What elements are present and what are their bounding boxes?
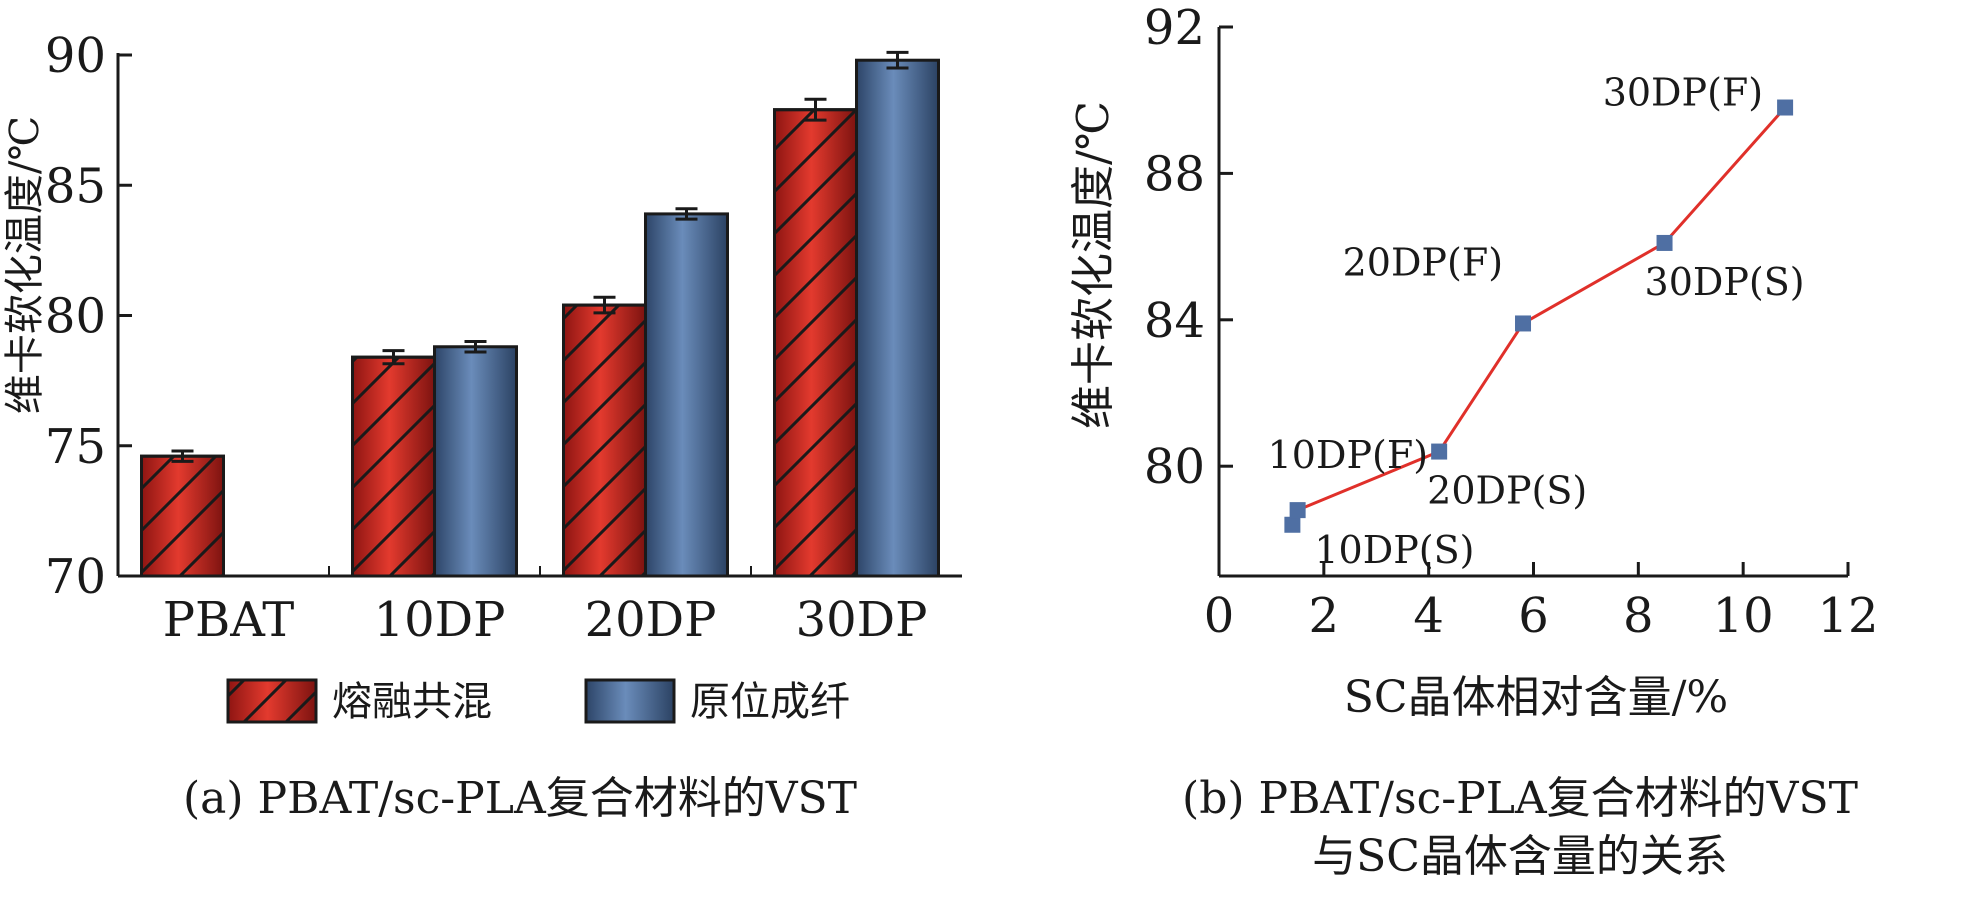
bar-hatch [773,108,858,578]
y-tick-label: 85 [45,158,106,214]
legend-label-melt-blend: 熔融共混 [332,679,492,725]
y-tick-label: 70 [45,549,106,605]
data-point-label: 10DP(S) [1314,528,1474,572]
y-tick-label: 80 [45,289,106,345]
y-tick-label: 80 [1144,439,1205,495]
x-tick-label: 20DP [585,592,717,648]
x-tick-label: 6 [1518,588,1549,644]
caption-a-text: (a) PBAT/sc-PLA复合材料的VST [183,773,857,824]
bar-hatch [562,303,647,578]
bar [433,345,518,578]
bar [644,212,729,578]
caption-b: (b) PBAT/sc-PLA复合材料的VST 与SC晶体含量的关系 [1080,770,1960,886]
data-point-marker [1656,234,1673,251]
x-tick-label: 4 [1413,588,1444,644]
data-point-label: 10DP(F) [1268,433,1428,477]
bar [855,58,940,578]
data-point-label: 20DP(S) [1427,469,1587,513]
data-point-label: 30DP(S) [1645,260,1805,304]
x-tick-label: 0 [1204,588,1235,644]
line-chart-plot: 10DP(S) 10DP(F)20DP(S) 20DP(F) 30DP(S) 30DP(… [1268,71,1805,572]
y-tick-label: 88 [1144,146,1205,202]
y-tick-label: 90 [45,28,106,84]
bar-chart-panel: 70 75 80 85 90 PBAT 10DP 20DP 30DP 维卡软化温度/℃ 熔融共混… [2,28,962,725]
x-tick-label: 8 [1623,588,1654,644]
x-tick-label: 10 [1713,588,1774,644]
legend-swatch-melt-blend-hatch [226,678,318,724]
x-tick-label: 2 [1309,588,1340,644]
bar-chart-legend: 熔融共混 原位成纤 [226,678,850,725]
data-point-label: 20DP(F) [1343,240,1503,284]
x-tick-label: 30DP [796,592,928,648]
bar-chart-axes: 70 75 80 85 90 PBAT 10DP 20DP 30DP [45,28,962,648]
bar-chart-bars [140,50,940,578]
y-tick-label: 92 [1144,0,1205,56]
line-chart-axes: 80 84 88 92 0 2 4 6 8 10 12 [1144,0,1879,644]
line-chart-x-axis-label: SC晶体相对含量/% [1344,672,1728,723]
data-point-marker [1777,99,1794,116]
y-tick-label: 75 [45,419,106,475]
legend-label-in-situ: 原位成纤 [690,679,850,725]
data-point-marker [1284,516,1301,533]
x-tick-label: PBAT [163,592,295,648]
bar-hatch [140,454,225,578]
line-chart-y-axis-label: 维卡软化温度/℃ [1068,101,1119,429]
x-tick-label: 10DP [374,592,506,648]
data-point-marker [1515,315,1532,332]
data-point-label: 30DP(F) [1603,71,1763,115]
caption-b-line-1: (b) PBAT/sc-PLA复合材料的VST [1182,773,1858,824]
bar-chart-y-axis-label: 维卡软化温度/℃ [2,116,48,414]
y-tick-label: 84 [1144,293,1205,349]
caption-a: (a) PBAT/sc-PLA复合材料的VST [80,770,960,828]
caption-b-line-2: 与SC晶体含量的关系 [1312,831,1728,882]
x-tick-label: 12 [1817,588,1878,644]
data-point-marker [1289,502,1306,519]
line-chart-panel: 80 84 88 92 0 2 4 6 8 10 12 10DP(S) 10DP(F)20DP(S) 2… [1068,0,1879,723]
data-point-marker [1431,443,1448,460]
legend-swatch-in-situ [584,678,676,724]
bar-hatch [351,355,436,578]
